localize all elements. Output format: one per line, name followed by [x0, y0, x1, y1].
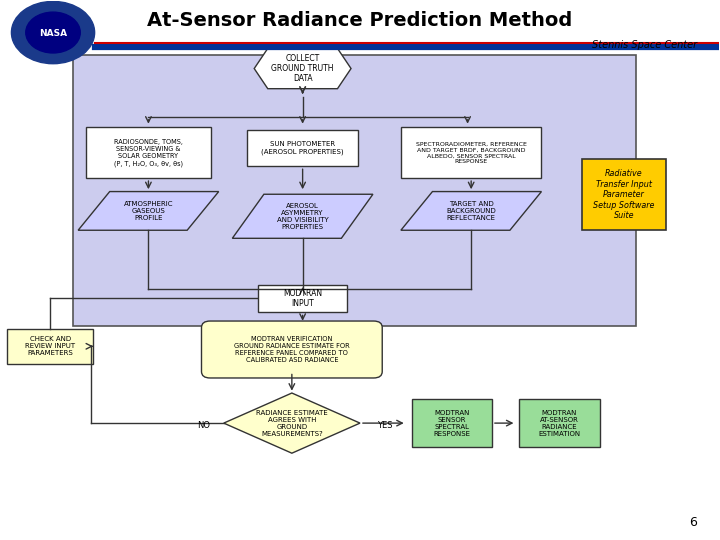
- Text: ATMOSPHERIC
GASEOUS
PROFILE: ATMOSPHERIC GASEOUS PROFILE: [124, 201, 174, 221]
- Text: NASA: NASA: [39, 29, 67, 38]
- FancyBboxPatch shape: [519, 400, 600, 447]
- Text: SPECTRORADIOMETER, REFERENCE
AND TARGET BRDF, BACKGROUND
ALBEDO, SENSOR SPECTRAL: SPECTRORADIOMETER, REFERENCE AND TARGET …: [415, 141, 526, 164]
- Text: AEROSOL
ASYMMETRY
AND VISIBILITY
PROPERTIES: AEROSOL ASYMMETRY AND VISIBILITY PROPERT…: [276, 203, 328, 230]
- FancyBboxPatch shape: [247, 130, 359, 166]
- Text: RADIOSONDE, TOMS,
SENSOR-VIEWING &
SOLAR GEOMETRY
(P, T, H₂O, O₃, θv, θs): RADIOSONDE, TOMS, SENSOR-VIEWING & SOLAR…: [114, 139, 183, 167]
- Text: MODTRAN
INPUT: MODTRAN INPUT: [283, 289, 322, 308]
- Text: COLLECT
GROUND TRUTH
DATA: COLLECT GROUND TRUTH DATA: [271, 53, 334, 84]
- FancyBboxPatch shape: [582, 159, 666, 230]
- Text: 6: 6: [689, 516, 697, 529]
- Text: MODTRAN
AT-SENSOR
RADIANCE
ESTIMATION: MODTRAN AT-SENSOR RADIANCE ESTIMATION: [539, 410, 580, 437]
- FancyBboxPatch shape: [401, 127, 541, 178]
- FancyBboxPatch shape: [258, 285, 348, 313]
- Polygon shape: [254, 49, 351, 89]
- Text: Radiative
Transfer Input
Parameter
Setup Software
Suite: Radiative Transfer Input Parameter Setup…: [593, 170, 654, 220]
- Circle shape: [12, 2, 94, 64]
- FancyBboxPatch shape: [86, 127, 211, 178]
- Text: NO: NO: [197, 421, 210, 430]
- FancyBboxPatch shape: [7, 329, 93, 364]
- Circle shape: [26, 12, 81, 53]
- Polygon shape: [78, 192, 219, 230]
- Text: CHECK AND
REVIEW INPUT
PARAMETERS: CHECK AND REVIEW INPUT PARAMETERS: [25, 336, 75, 356]
- Text: MODTRAN VERIFICATION
GROUND RADIANCE ESTIMATE FOR
REFERENCE PANEL COMPARED TO
CA: MODTRAN VERIFICATION GROUND RADIANCE EST…: [234, 336, 350, 363]
- FancyBboxPatch shape: [202, 321, 382, 378]
- FancyBboxPatch shape: [412, 400, 492, 447]
- Text: RADIANCE ESTIMATE
AGREES WITH
GROUND
MEASUREMENTS?: RADIANCE ESTIMATE AGREES WITH GROUND MEA…: [256, 410, 328, 437]
- Polygon shape: [233, 194, 373, 238]
- Text: TARGET AND
BACKGROUND
REFLECTANCE: TARGET AND BACKGROUND REFLECTANCE: [446, 201, 496, 221]
- Polygon shape: [401, 192, 541, 230]
- Text: At-Sensor Radiance Prediction Method: At-Sensor Radiance Prediction Method: [148, 11, 572, 30]
- Text: Stennis Space Center: Stennis Space Center: [592, 40, 697, 50]
- Polygon shape: [224, 393, 360, 453]
- Text: YES: YES: [377, 421, 393, 430]
- Text: MODTRAN
SENSOR
SPECTRAL
RESPONSE: MODTRAN SENSOR SPECTRAL RESPONSE: [433, 410, 470, 437]
- FancyBboxPatch shape: [73, 55, 636, 326]
- Text: SUN PHOTOMETER
(AEROSOL PROPERTIES): SUN PHOTOMETER (AEROSOL PROPERTIES): [261, 141, 344, 155]
